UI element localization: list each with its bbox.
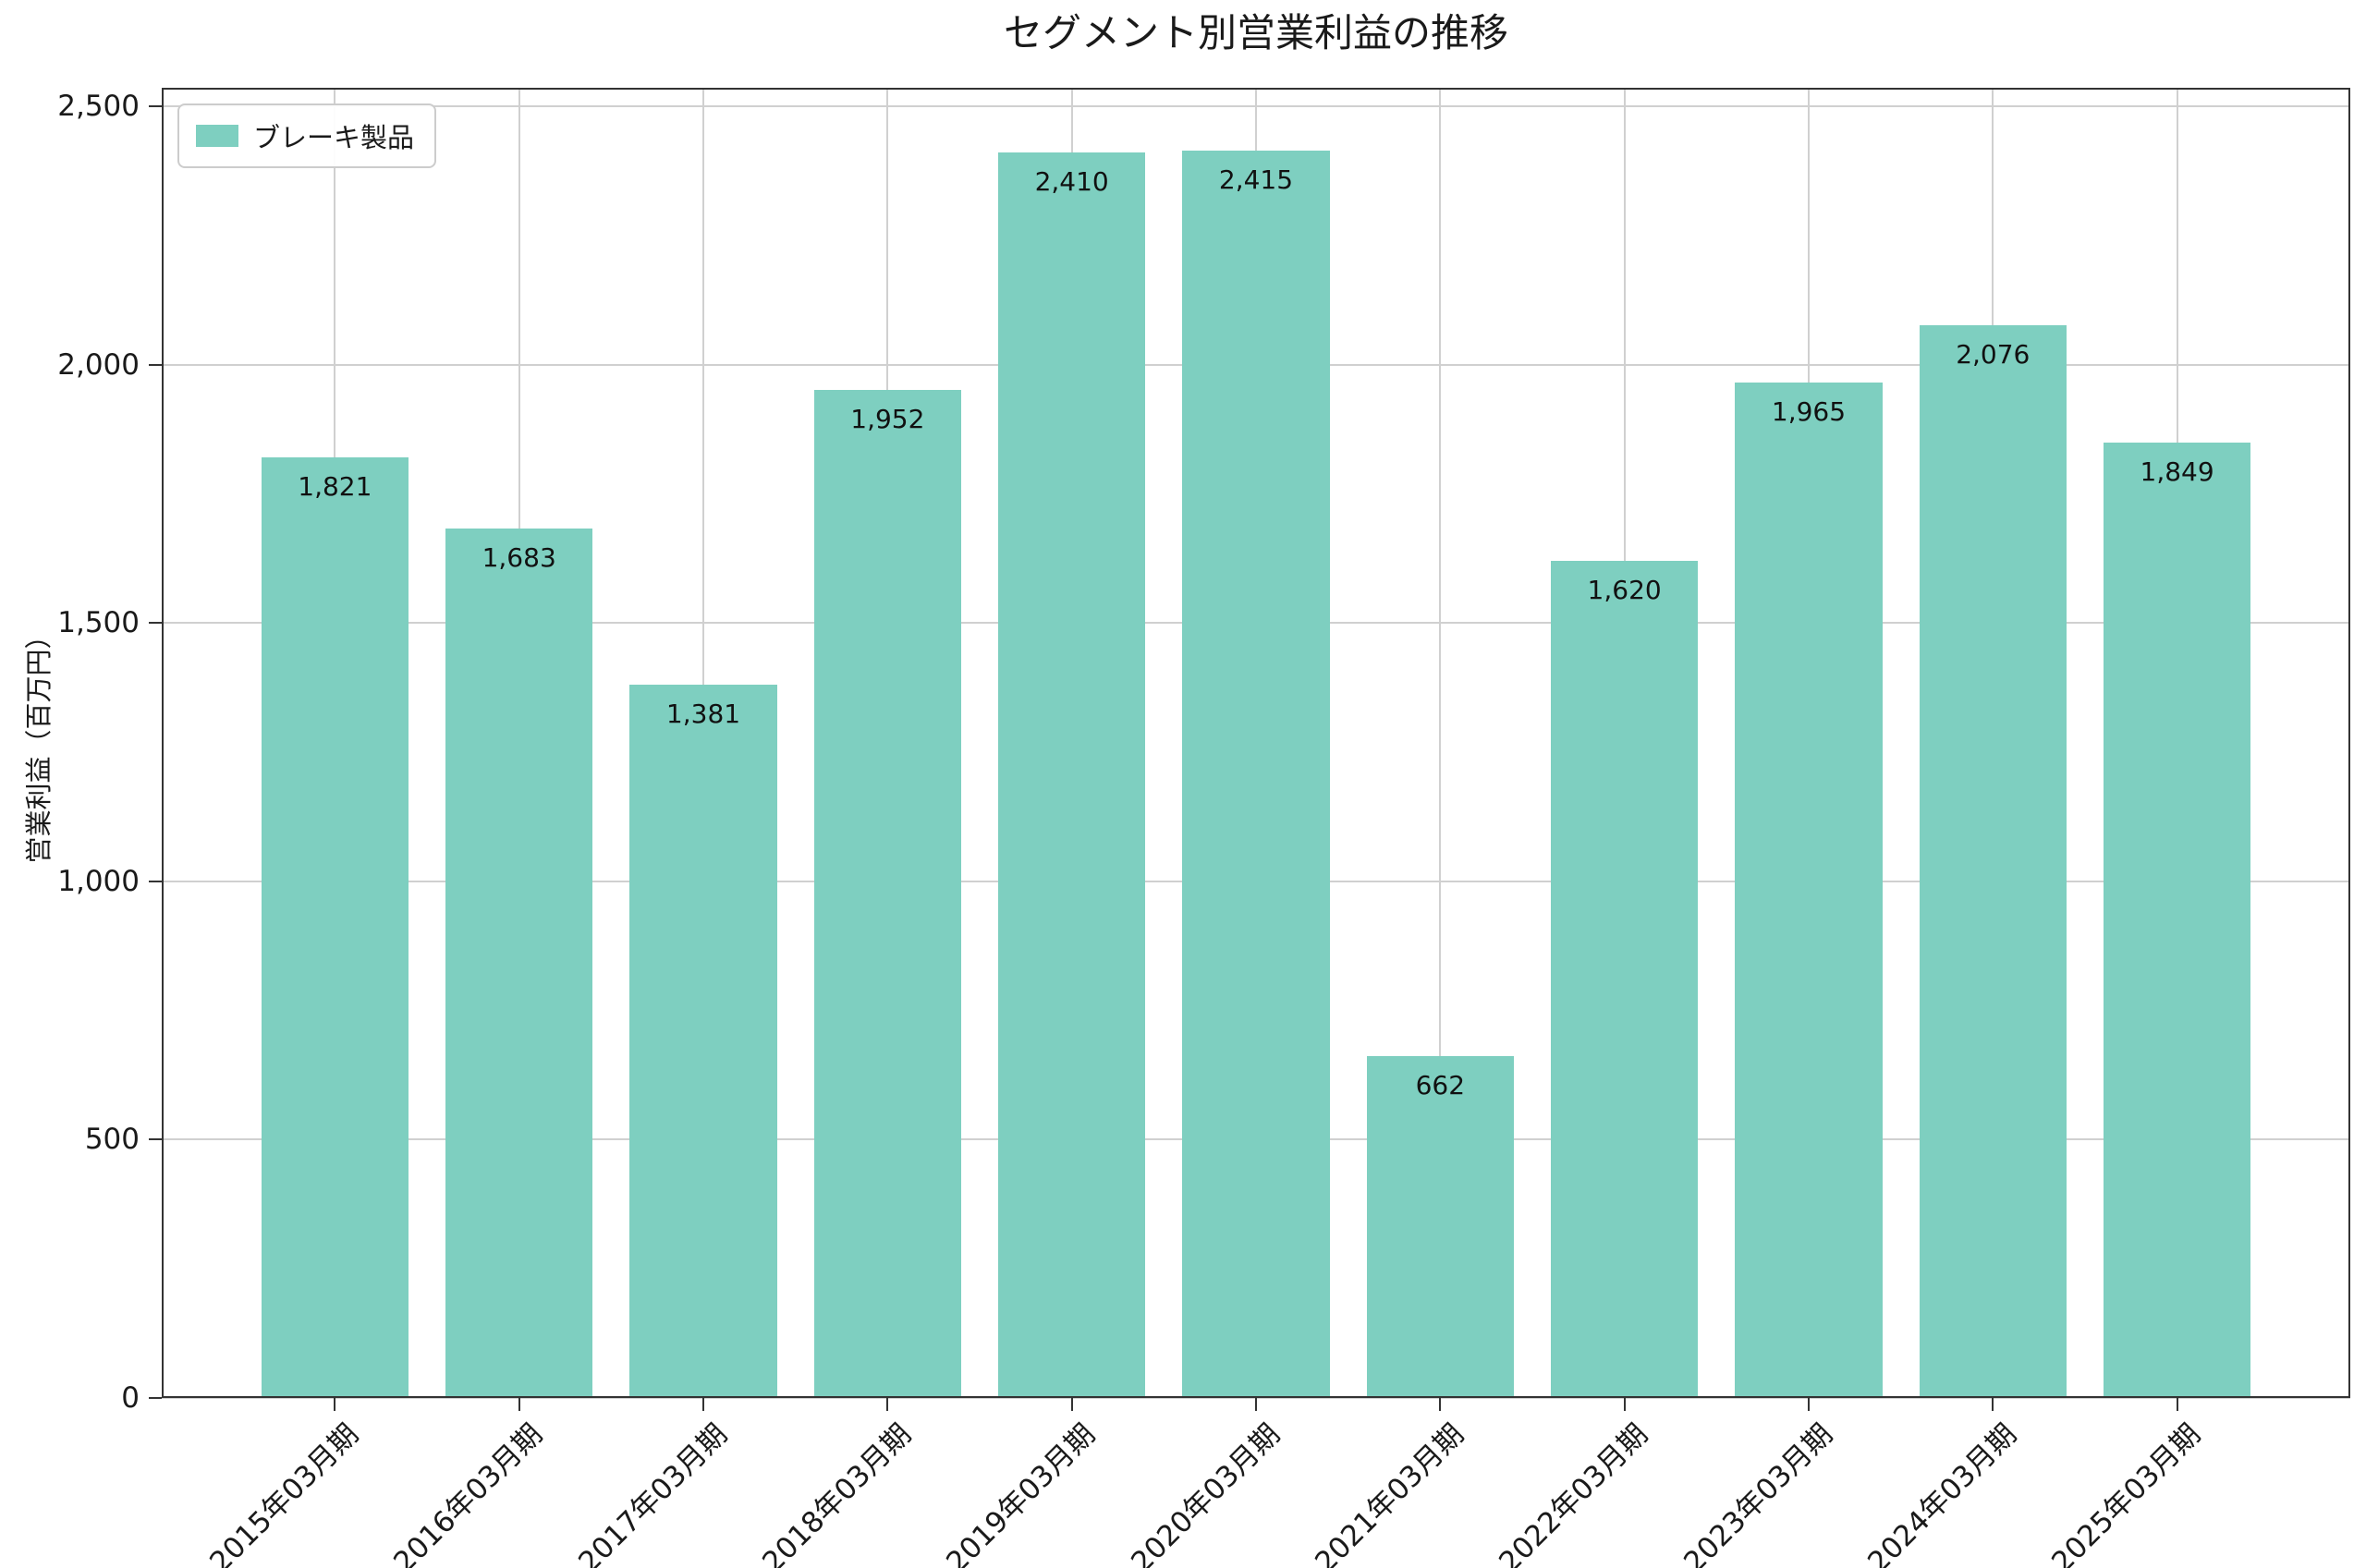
- y-tick-label: 1,000: [57, 864, 140, 898]
- bar: [2103, 443, 2251, 1398]
- bar: [1919, 325, 2067, 1398]
- x-tick-label: 2022年03月期: [1493, 1417, 1655, 1568]
- bar: [813, 389, 962, 1398]
- bar-value-label: 1,683: [482, 541, 556, 573]
- bar-value-label: 1,620: [1587, 575, 1662, 606]
- y-tick-label: 2,500: [57, 90, 140, 124]
- bar-value-label: 2,415: [1218, 164, 1294, 195]
- legend-label: ブレーキ製品: [253, 122, 415, 153]
- bar-value-label: 1,952: [850, 403, 925, 434]
- x-tick-label: 2016年03月期: [387, 1417, 550, 1568]
- bar: [1182, 150, 1330, 1398]
- x-tick-label: 2023年03月期: [1677, 1417, 1839, 1568]
- x-tickmark: [1992, 1398, 1994, 1411]
- x-tick-label: 2015年03月期: [203, 1417, 366, 1568]
- x-tickmark: [1070, 1398, 1073, 1411]
- bar: [629, 684, 777, 1398]
- y-tick-label: 1,500: [57, 606, 140, 640]
- x-tick-label: 2021年03月期: [1309, 1417, 1471, 1568]
- bar-value-label: 1,381: [665, 698, 741, 729]
- x-tickmark: [1255, 1398, 1257, 1411]
- y-tick-label: 500: [84, 1123, 140, 1157]
- bar: [1366, 1055, 1515, 1398]
- x-tickmark: [886, 1398, 889, 1411]
- bar-value-label: 1,821: [298, 470, 372, 502]
- x-tickmark: [518, 1398, 520, 1411]
- x-tick-label: 2020年03月期: [1124, 1417, 1287, 1568]
- x-tick-label: 2018年03月期: [756, 1417, 919, 1568]
- x-tick-label: 2024年03月期: [1861, 1417, 2024, 1568]
- legend-swatch-icon: [196, 125, 238, 147]
- y-tickmark: [149, 105, 162, 108]
- legend: ブレーキ製品: [177, 103, 437, 168]
- y-tickmark: [149, 1397, 162, 1399]
- y-tickmark: [149, 363, 162, 366]
- y-tickmark: [149, 1138, 162, 1141]
- y-tickmark: [149, 622, 162, 625]
- x-tickmark: [334, 1398, 336, 1411]
- x-tickmark: [2176, 1398, 2178, 1411]
- x-tick-label: 2017年03月期: [571, 1417, 734, 1568]
- x-tick-label: 2025年03月期: [2045, 1417, 2208, 1568]
- bar-value-label: 1,965: [1771, 396, 1847, 428]
- bar: [1550, 561, 1699, 1398]
- x-tickmark: [1623, 1398, 1626, 1411]
- gridline-vertical: [1439, 88, 1442, 1398]
- bar-value-label: 662: [1415, 1069, 1466, 1100]
- bar: [261, 456, 409, 1398]
- x-tickmark: [1439, 1398, 1442, 1411]
- y-tick-label: 0: [121, 1381, 140, 1415]
- bar-value-label: 2,410: [1034, 166, 1109, 198]
- bar-value-label: 2,076: [1956, 339, 2031, 371]
- bar: [445, 528, 593, 1398]
- y-tickmark: [149, 880, 162, 882]
- bar: [997, 152, 1146, 1398]
- x-tickmark: [1807, 1398, 1810, 1411]
- chart-title: セグメント別営業利益の推移: [1003, 10, 1508, 55]
- y-tick-label: 2,000: [57, 347, 140, 382]
- bar-value-label: 1,849: [2140, 456, 2214, 488]
- bar: [1735, 383, 1883, 1398]
- x-tickmark: [702, 1398, 705, 1411]
- x-tick-label: 2019年03月期: [940, 1417, 1103, 1568]
